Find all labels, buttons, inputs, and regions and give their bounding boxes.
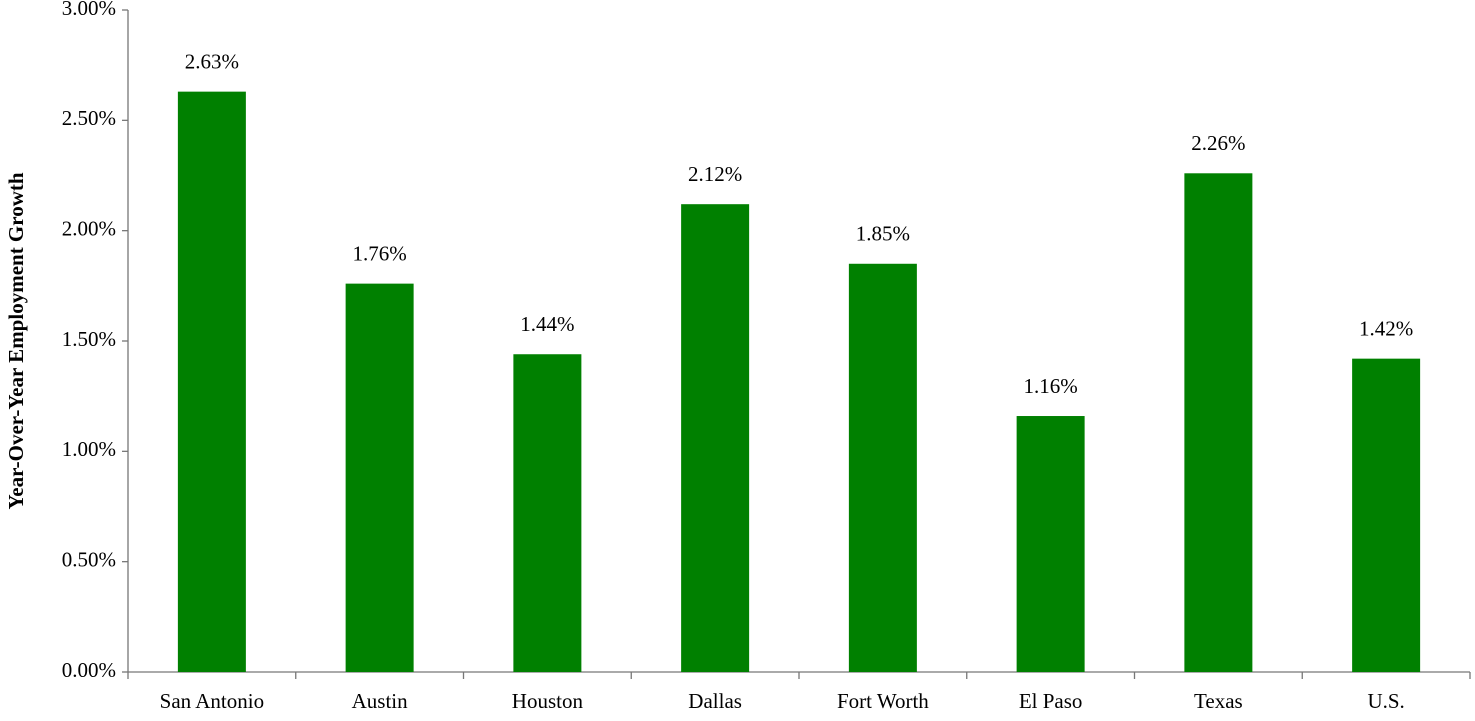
bar bbox=[1016, 416, 1085, 672]
y-tick-label: 0.00% bbox=[62, 658, 116, 682]
bar bbox=[345, 283, 414, 672]
bar bbox=[681, 204, 750, 673]
value-label: 2.12% bbox=[688, 162, 742, 186]
value-label: 1.44% bbox=[520, 312, 574, 336]
value-label: 1.85% bbox=[856, 222, 910, 246]
y-tick-label: 1.50% bbox=[62, 327, 116, 351]
bar bbox=[177, 91, 246, 672]
y-tick-label: 2.00% bbox=[62, 216, 116, 240]
y-tick-label: 3.00% bbox=[62, 0, 116, 20]
y-tick-label: 2.50% bbox=[62, 106, 116, 130]
bar bbox=[1184, 173, 1253, 672]
x-tick-label: Austin bbox=[352, 689, 409, 713]
bar bbox=[848, 263, 917, 672]
x-tick-label: Houston bbox=[512, 689, 584, 713]
value-label: 1.76% bbox=[353, 241, 407, 265]
value-label: 1.42% bbox=[1359, 316, 1413, 340]
x-tick-label: Texas bbox=[1194, 689, 1243, 713]
value-label: 2.26% bbox=[1191, 131, 1245, 155]
bar bbox=[513, 354, 582, 672]
x-tick-label: El Paso bbox=[1019, 689, 1083, 713]
y-tick-label: 1.00% bbox=[62, 437, 116, 461]
x-tick-label: San Antonio bbox=[160, 689, 264, 713]
bar bbox=[1352, 358, 1421, 672]
value-label: 1.16% bbox=[1024, 374, 1078, 398]
value-label: 2.63% bbox=[185, 49, 239, 73]
x-tick-label: Dallas bbox=[688, 689, 742, 713]
y-axis-label: Year-Over-Year Employment Growth bbox=[4, 172, 28, 509]
y-tick-label: 0.50% bbox=[62, 547, 116, 571]
x-tick-label: U.S. bbox=[1367, 689, 1404, 713]
x-tick-label: Fort Worth bbox=[837, 689, 929, 713]
